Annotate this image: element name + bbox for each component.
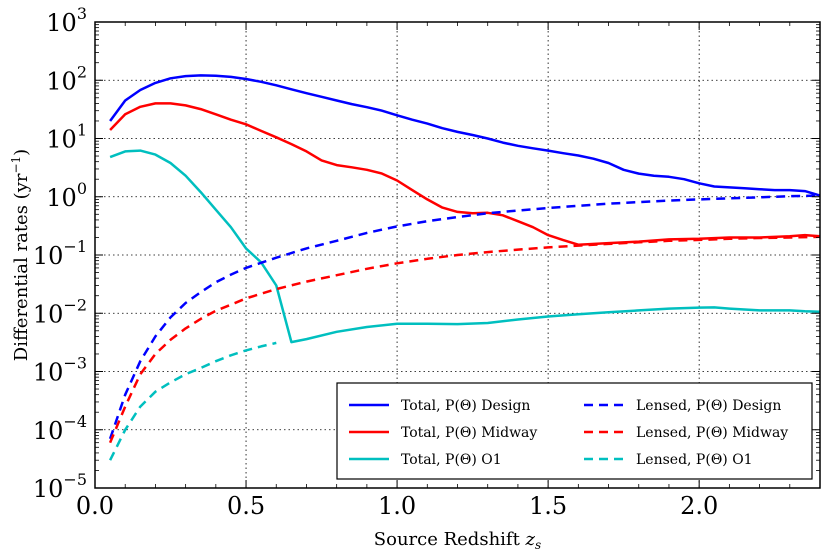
series-line-0 <box>109 74 820 197</box>
y-tick-exponent: 1 <box>77 121 87 140</box>
y-tick-exponent: −3 <box>63 354 87 373</box>
y-tick-base: 10 <box>33 300 64 328</box>
x-axis-label-main: Source Redshift <box>374 529 526 550</box>
y-tick-base: 10 <box>33 359 64 387</box>
ticks <box>94 21 820 489</box>
series-layer <box>108 74 820 461</box>
y-tick-label: 10−1 <box>33 237 87 270</box>
y-axis-label-main: Differential rates (yr <box>11 173 32 361</box>
y-tick-label: 10−3 <box>33 354 87 387</box>
tick-labels: 0.0 0.5 1.0 1.5 2.010−510−410−310−210−110010… <box>33 4 718 520</box>
y-tick-exponent: −4 <box>63 412 87 431</box>
series-line-4 <box>108 235 820 444</box>
x-tick-label: 0.0 <box>76 492 114 520</box>
y-axis-label-end: ) <box>11 149 32 156</box>
y-tick-exponent: 3 <box>77 4 87 23</box>
y-tick-base: 10 <box>46 9 77 37</box>
y-axis-label-sup: −1 <box>9 156 23 174</box>
y-axis-label: Differential rates (yr−1) <box>9 149 32 361</box>
y-tick-label: 102 <box>46 62 87 95</box>
x-tick-label: 0.5 <box>227 492 265 520</box>
y-tick-label: 100 <box>46 179 87 212</box>
legend-label: Lensed, P(Θ) Midway <box>636 425 788 441</box>
y-tick-exponent: 2 <box>77 62 87 81</box>
legend-label: Lensed, P(Θ) Design <box>636 398 781 414</box>
legend-label: Lensed, P(Θ) O1 <box>636 452 753 468</box>
legend-label: Total, P(Θ) Midway <box>401 425 537 441</box>
y-tick-base: 10 <box>46 67 77 95</box>
series-group <box>108 74 820 461</box>
x-tick-label: 2.0 <box>680 492 718 520</box>
legend-label: Total, P(Θ) O1 <box>401 452 502 468</box>
y-tick-base: 10 <box>33 475 64 503</box>
y-tick-exponent: −2 <box>63 295 87 314</box>
y-tick-label: 10−2 <box>33 295 87 328</box>
y-tick-label: 10−5 <box>33 470 87 503</box>
series-line-3 <box>108 194 820 440</box>
y-tick-base: 10 <box>33 242 64 270</box>
series-line-5 <box>108 341 277 461</box>
legend-label: Total, P(Θ) Design <box>401 398 530 414</box>
y-tick-exponent: 0 <box>77 179 87 198</box>
y-tick-label: 103 <box>46 4 87 37</box>
series-line-2 <box>109 149 820 344</box>
y-tick-label: 10−4 <box>33 412 87 445</box>
y-tick-label: 101 <box>46 121 87 154</box>
y-tick-base: 10 <box>46 184 77 212</box>
x-axis-label: Source Redshift zs <box>374 529 541 551</box>
series-line-1 <box>109 102 820 246</box>
y-tick-base: 10 <box>46 126 77 154</box>
y-tick-exponent: −1 <box>63 237 87 256</box>
x-axis-label-var: z <box>525 529 536 550</box>
y-tick-exponent: −5 <box>63 470 87 489</box>
legend-box <box>336 382 813 480</box>
x-tick-label: 1.5 <box>529 492 567 520</box>
y-tick-base: 10 <box>33 417 64 445</box>
x-axis-label-sub: s <box>535 538 541 551</box>
legend: Total, P(Θ) Design Total, P(Θ) Midway Tota… <box>336 382 813 480</box>
x-tick-label: 1.0 <box>378 492 416 520</box>
